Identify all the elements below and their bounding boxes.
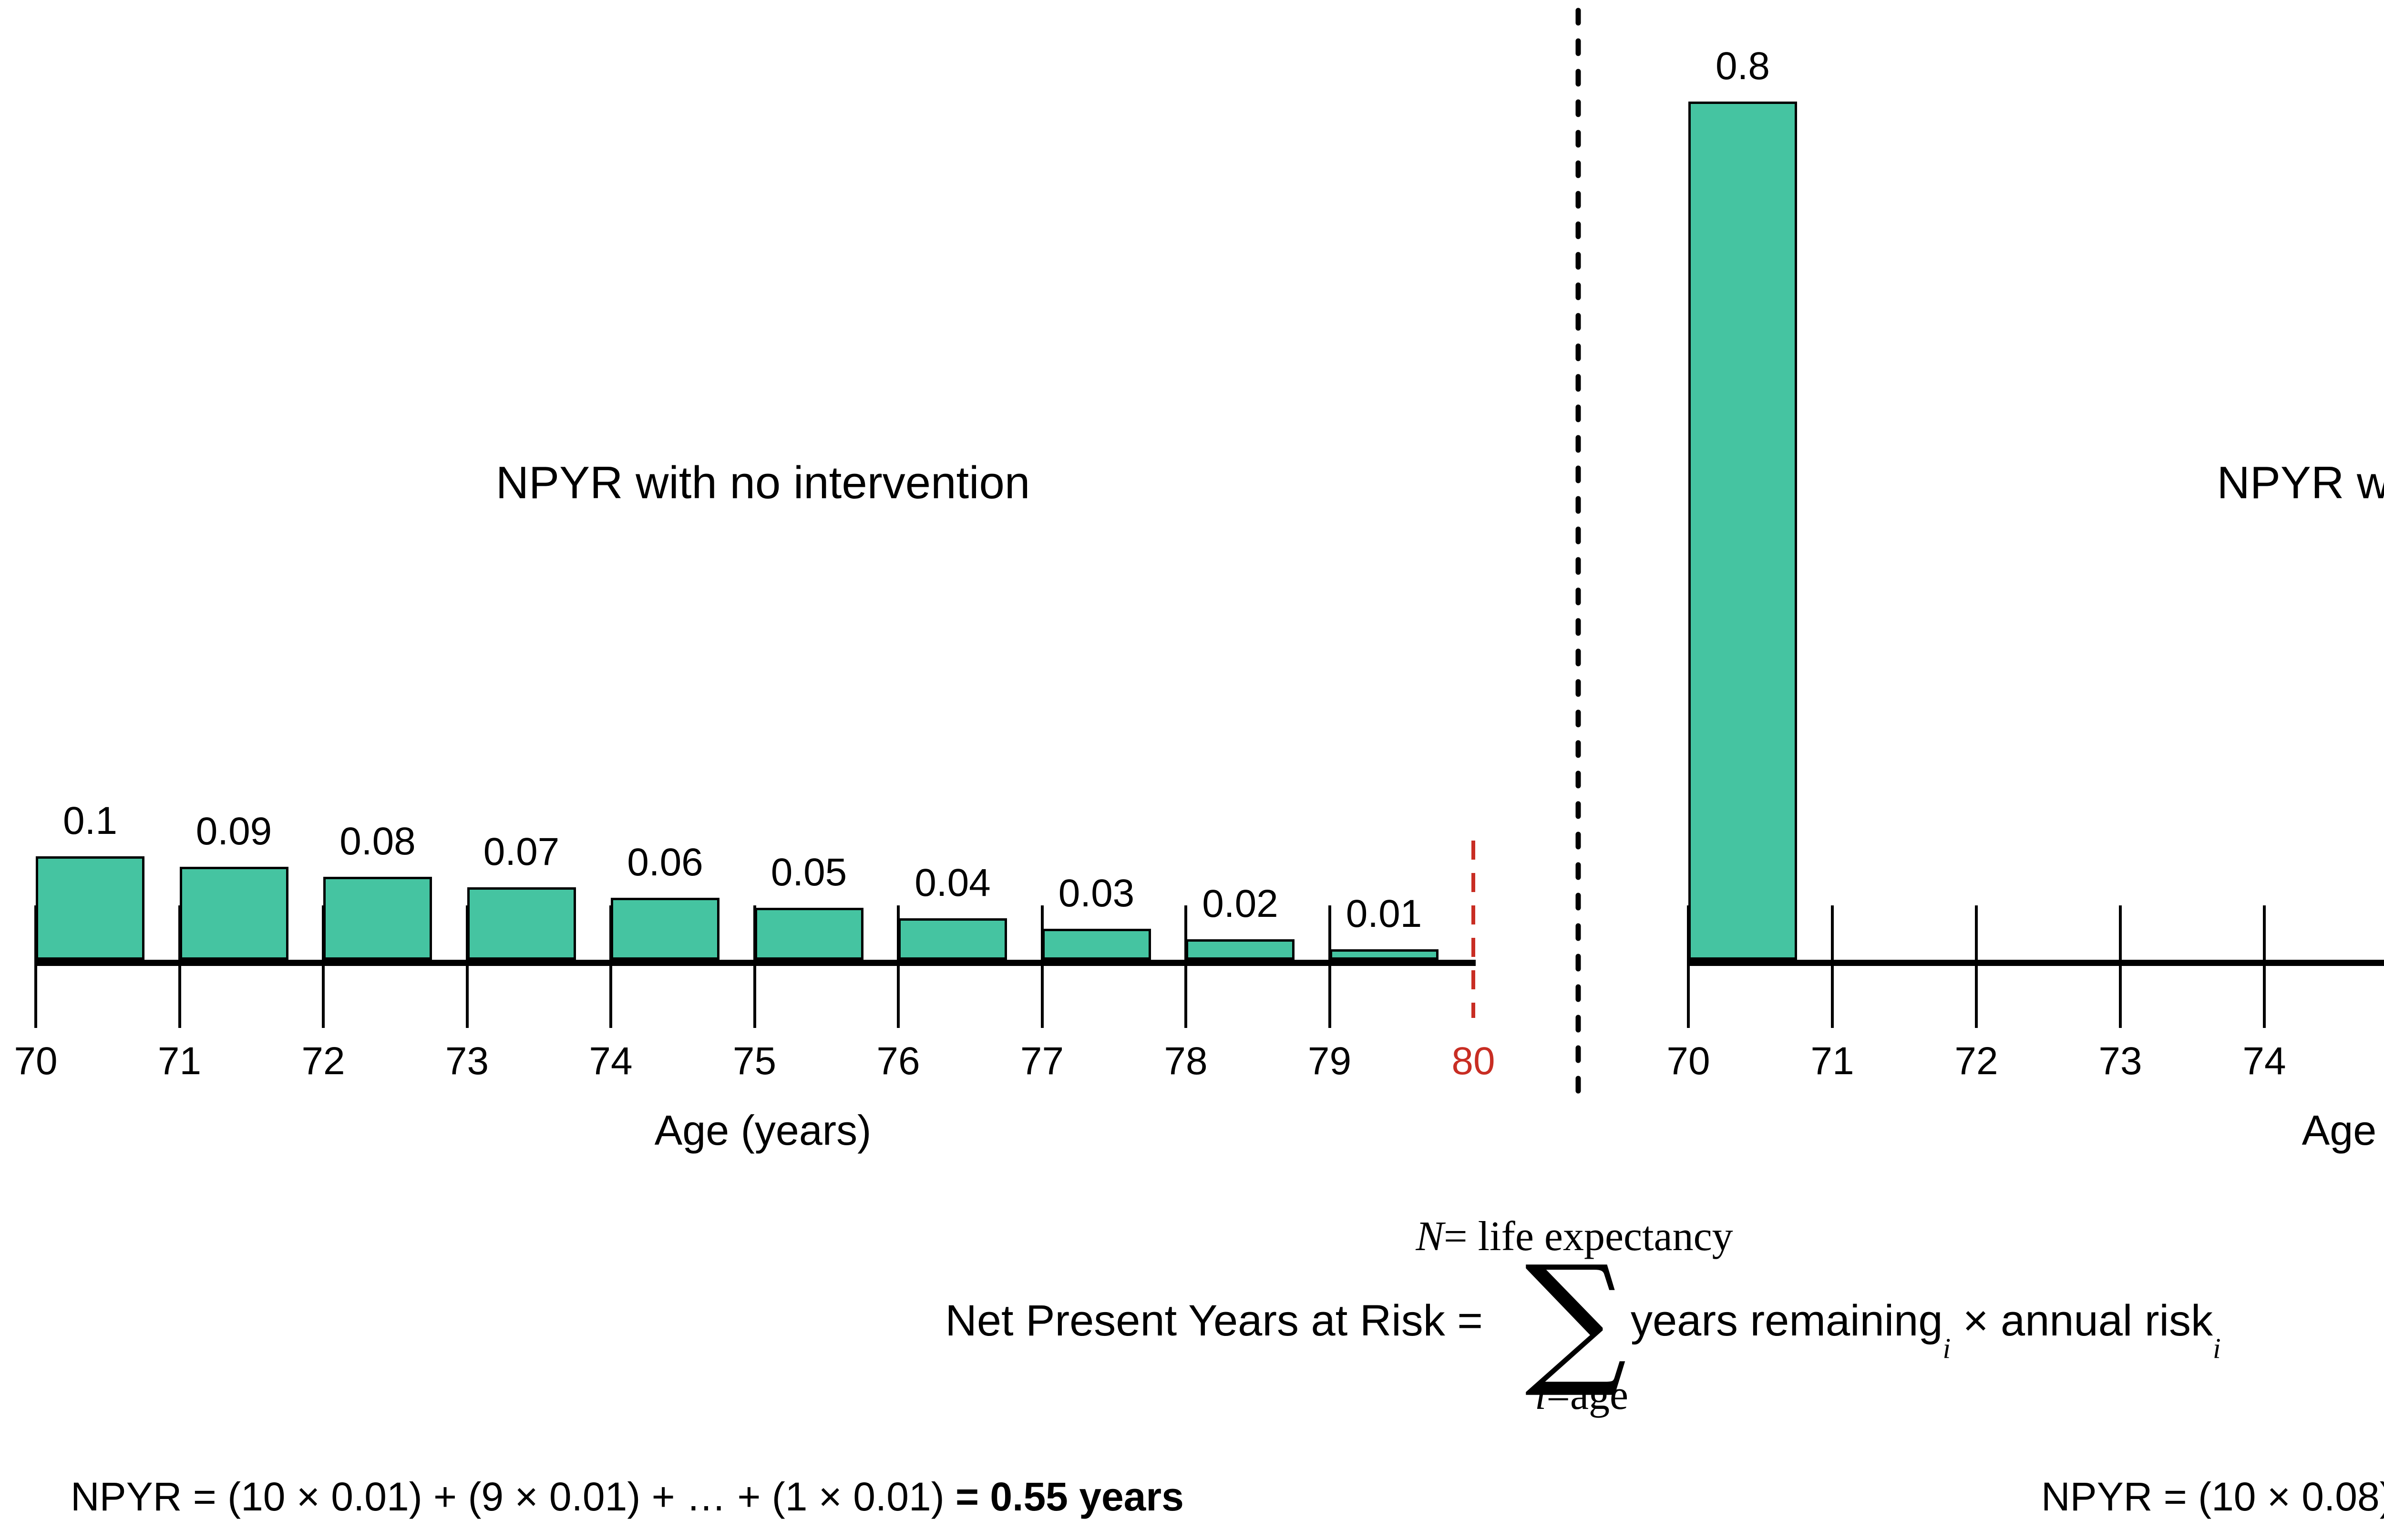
formula-term-years-remaining: years remaining — [1631, 1296, 1943, 1345]
x-tick — [1184, 905, 1187, 1028]
chart-title: NPYR with no intervention — [495, 457, 1030, 508]
x-tick-label: 74 — [589, 1039, 633, 1083]
x-axis-label: Age (years) — [654, 1107, 872, 1154]
formula-lhs: Net Present Years at Risk = — [945, 1296, 1483, 1345]
x-end-label: 80 — [1451, 1039, 1495, 1083]
x-tick-label: 75 — [732, 1039, 777, 1083]
bar-value-label: 0.05 — [771, 851, 847, 894]
bar-value-label: 0.06 — [627, 841, 703, 884]
bar-value-label: 0.01 — [1346, 892, 1422, 935]
x-tick-label: 74 — [2242, 1039, 2286, 1083]
npyr-equation-no-intervention: NPYR = (10 × 0.01) + (9 × 0.01) + … + (1… — [71, 1475, 1184, 1519]
bar-value-label: 0.09 — [195, 810, 272, 853]
sum-upper-variable: N — [1416, 1213, 1444, 1260]
sigma-symbol: ∑ — [1524, 1235, 1627, 1401]
sum-lower-text: =age — [1546, 1372, 1629, 1418]
chart-title: NPYR with surgery — [2217, 457, 2384, 508]
x-tick-label: 70 — [14, 1039, 58, 1083]
x-tick-label: 71 — [157, 1039, 202, 1083]
sum-upper-limit: N= life expectancy — [1416, 1216, 1733, 1258]
x-tick — [1975, 905, 1978, 1028]
x-tick-label: 72 — [1954, 1039, 1998, 1083]
npyr-equation-surgery: NPYR = (10 × 0.08) = 0.8 years — [2041, 1475, 2384, 1519]
equation-expression: NPYR = (10 × 0.08) — [2041, 1474, 2384, 1519]
formula-rhs: years remainingi × annual riski — [1631, 1296, 2221, 1363]
bar-value-label: 0.1 — [63, 799, 117, 842]
x-tick — [1687, 905, 1690, 1028]
x-tick — [609, 905, 612, 1028]
x-tick — [897, 905, 900, 1028]
x-tick-label: 78 — [1164, 1039, 1208, 1083]
x-tick — [1040, 905, 1044, 1028]
x-tick — [34, 905, 37, 1028]
subscript-i: i — [2212, 1333, 2221, 1365]
x-tick — [465, 905, 469, 1028]
bar — [36, 856, 144, 960]
x-tick-label: 72 — [301, 1039, 345, 1083]
bar — [611, 898, 719, 960]
x-tick — [1831, 905, 1834, 1028]
x-tick-label: 73 — [445, 1039, 489, 1083]
bar — [754, 908, 863, 960]
bar-value-label: 0.03 — [1058, 872, 1135, 915]
equation-result: = 0.55 years — [944, 1474, 1184, 1519]
life-expectancy-dashed-line — [1471, 841, 1475, 1018]
x-tick-label: 71 — [1810, 1039, 1854, 1083]
x-tick — [2263, 905, 2266, 1028]
bar — [1042, 929, 1151, 960]
sum-upper-text: = life expectancy — [1444, 1213, 1733, 1260]
bar — [898, 918, 1007, 960]
equation-expression: NPYR = (10 × 0.01) + (9 × 0.01) + … + (1… — [71, 1474, 945, 1519]
sum-lower-variable: i — [1534, 1372, 1547, 1418]
x-axis-label: Age (years) — [2302, 1107, 2384, 1154]
x-tick-label: 70 — [1666, 1039, 1710, 1083]
x-tick — [178, 905, 181, 1028]
bar — [323, 877, 432, 960]
bar — [1688, 102, 1797, 960]
x-tick — [2119, 905, 2122, 1028]
bar — [179, 867, 288, 960]
x-tick — [1328, 905, 1331, 1028]
bar-value-label: 0.8 — [1716, 44, 1770, 88]
divider-dotted-line — [1575, 8, 1581, 1110]
x-tick — [322, 905, 325, 1028]
x-tick-label: 76 — [876, 1039, 920, 1083]
bar — [1186, 939, 1295, 960]
x-tick — [753, 905, 756, 1028]
bar-value-label: 0.02 — [1202, 882, 1278, 925]
x-tick-label: 73 — [2098, 1039, 2142, 1083]
bar — [467, 887, 576, 960]
bar-value-label: 0.08 — [339, 820, 416, 863]
bar-value-label: 0.07 — [483, 830, 560, 873]
subscript-i: i — [1942, 1333, 1951, 1365]
sum-lower-limit: i=age — [1535, 1375, 1628, 1417]
bar-value-label: 0.04 — [915, 861, 991, 904]
bar — [1329, 949, 1439, 960]
formula-term-annual-risk: × annual risk — [1951, 1296, 2213, 1345]
x-tick-label: 77 — [1020, 1039, 1064, 1083]
x-axis-line — [1687, 960, 2384, 966]
x-tick-label: 79 — [1307, 1039, 1352, 1083]
